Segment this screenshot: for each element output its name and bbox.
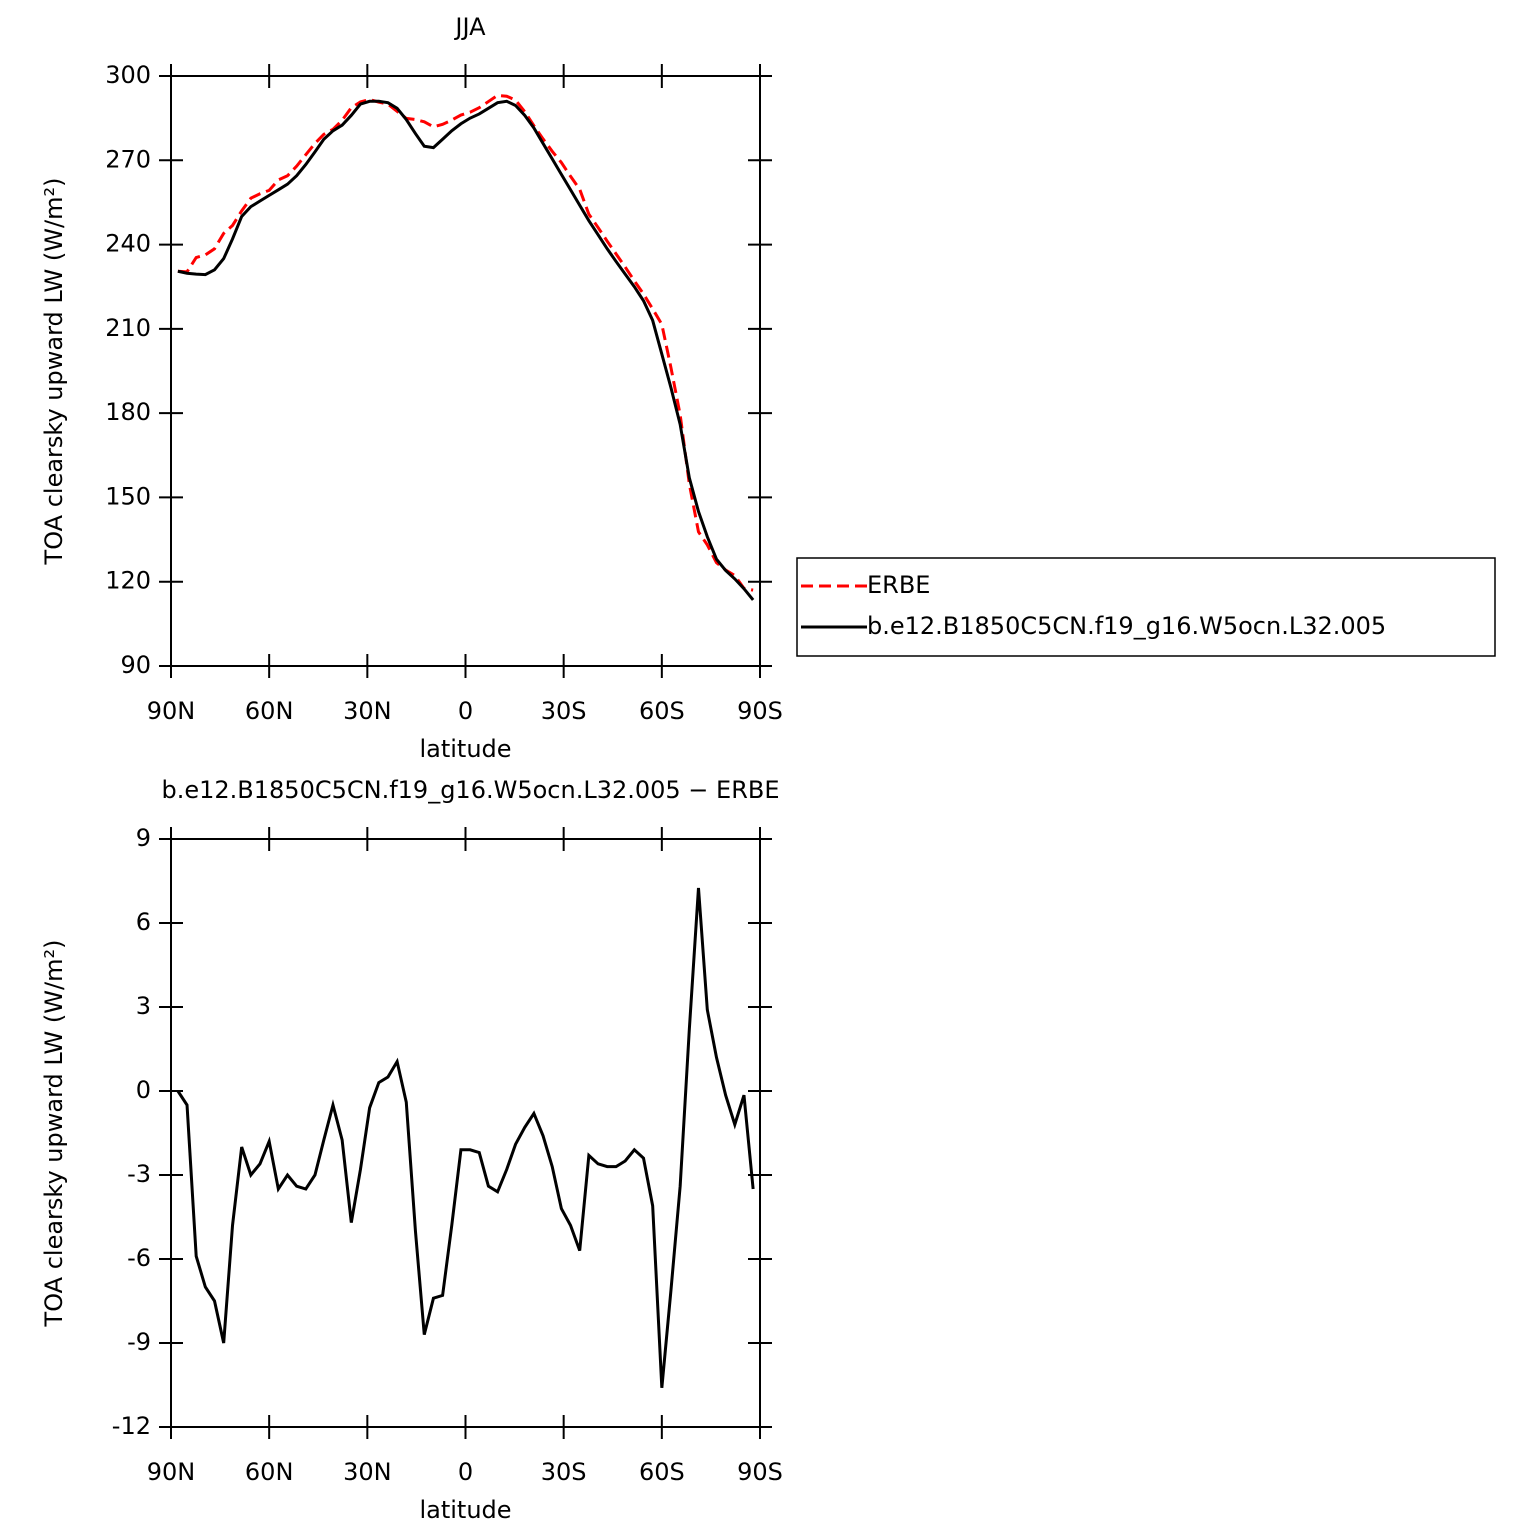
x-tick-label: 90S <box>737 1458 783 1486</box>
y-tick-label: 210 <box>105 314 151 342</box>
x-tick-label: 90N <box>147 1458 196 1486</box>
y-axis-label: TOA clearsky upward LW (W/m²) <box>40 940 68 1328</box>
y-tick-label: 6 <box>136 908 151 936</box>
x-tick-label: 90S <box>737 697 783 725</box>
x-tick-label: 60N <box>245 697 294 725</box>
x-tick-label: 30N <box>343 697 392 725</box>
x-tick-label: 90N <box>147 697 196 725</box>
y-tick-label: 300 <box>105 61 151 89</box>
y-tick-label: 9 <box>136 824 151 852</box>
y-tick-label: -6 <box>127 1244 151 1272</box>
x-tick-label: 30S <box>541 1458 587 1486</box>
chart-title: JJA <box>453 13 486 41</box>
x-axis-label: latitude <box>419 735 511 763</box>
x-tick-label: 30N <box>343 1458 392 1486</box>
x-tick-label: 60S <box>639 1458 685 1486</box>
plot-frame <box>170 838 761 1428</box>
y-tick-label: -9 <box>127 1328 151 1356</box>
data-line <box>177 99 755 601</box>
y-tick-label: -12 <box>112 1412 151 1440</box>
legend-label: b.e12.B1850C5CN.f19_g16.W5ocn.L32.005 <box>867 612 1386 640</box>
x-tick-label: 0 <box>458 1458 473 1486</box>
y-tick-label: 180 <box>105 398 151 426</box>
x-tick-label: 60S <box>639 697 685 725</box>
x-axis-label: latitude <box>419 1496 511 1524</box>
y-tick-label: 120 <box>105 567 151 595</box>
x-tick-label: 30S <box>541 697 587 725</box>
y-tick-label: 90 <box>120 651 151 679</box>
y-tick-label: 0 <box>136 1076 151 1104</box>
y-tick-label: 150 <box>105 482 151 510</box>
plot-frame <box>170 75 761 667</box>
y-tick-label: -3 <box>127 1160 151 1188</box>
data-line <box>176 887 755 1388</box>
y-tick-label: 240 <box>105 230 151 258</box>
y-tick-label: 3 <box>136 992 151 1020</box>
y-axis-label: TOA clearsky upward LW (W/m²) <box>40 178 68 566</box>
x-tick-label: 0 <box>458 697 473 725</box>
legend-label: ERBE <box>867 571 930 599</box>
y-tick-label: 270 <box>105 145 151 173</box>
x-tick-label: 60N <box>245 1458 294 1486</box>
data-line <box>177 93 754 592</box>
chart-title: b.e12.B1850C5CN.f19_g16.W5ocn.L32.005 − … <box>162 776 780 804</box>
legend-box <box>796 557 1496 657</box>
